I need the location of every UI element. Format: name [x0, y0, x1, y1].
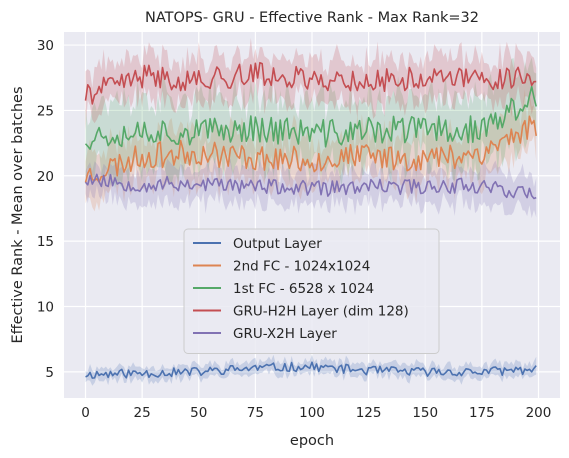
series-line-3 [84, 61, 537, 105]
x-tick-label: 175 [469, 405, 495, 421]
x-tick-label: 50 [190, 405, 207, 421]
x-tick-label: 200 [526, 405, 552, 421]
series-line-1 [84, 115, 538, 183]
legend-label-4: GRU-X2H Layer [233, 326, 337, 342]
legend-box [183, 228, 440, 354]
y-tick-label: 20 [37, 169, 54, 185]
confidence-band-1 [85, 89, 537, 212]
legend-label-2: 1st FC - 6528 x 1024 [233, 281, 374, 297]
legend-label-0: Output Layer [233, 236, 322, 252]
legend-label-3: GRU-H2H Layer (dim 128) [233, 304, 409, 320]
confidence-band-3 [85, 38, 537, 130]
series-lines [84, 61, 538, 379]
confidence-band-0 [85, 354, 537, 386]
x-tick-label: 125 [356, 405, 382, 421]
x-tick-label: 100 [299, 405, 325, 421]
x-axis-ticks: 0 25 50 75 100 125 150 175 200 [81, 405, 551, 421]
y-axis-ticks: 5 10 15 20 25 30 [37, 38, 54, 381]
x-tick-label: 150 [412, 405, 438, 421]
confidence-band-2 [85, 57, 537, 189]
y-tick-label: 10 [37, 300, 54, 316]
chart-title: NATOPS- GRU - Effective Rank - Max Rank=… [145, 10, 479, 26]
y-axis-label: Effective Rank - Mean over batches [10, 86, 26, 343]
x-tick-label: 0 [81, 405, 90, 421]
x-tick-label: 75 [247, 405, 264, 421]
y-tick-label: 25 [37, 103, 54, 119]
legend: Output Layer 2nd FC - 1024x1024 1st FC - 6… [183, 228, 440, 354]
y-tick-label: 15 [37, 234, 54, 250]
x-axis-label: epoch [290, 433, 334, 449]
x-tick-label: 25 [134, 405, 151, 421]
series-line-2 [84, 85, 537, 150]
legend-label-1: 2nd FC - 1024x1024 [233, 259, 370, 275]
y-tick-label: 5 [45, 365, 54, 381]
y-tick-label: 30 [37, 38, 54, 54]
series-line-0 [85, 361, 537, 379]
series-line-4 [84, 173, 537, 200]
